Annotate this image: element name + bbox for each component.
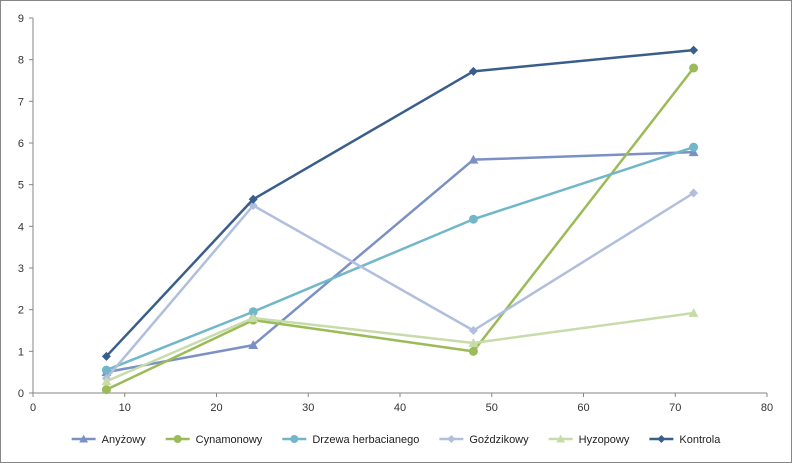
x-tick-label: 10: [119, 402, 131, 414]
y-tick-label: 9: [18, 13, 24, 25]
legend-item-1: Anyżowy: [71, 434, 147, 446]
data-point: [468, 338, 479, 347]
series-6: [101, 45, 699, 361]
series-line: [105, 191, 695, 380]
legend-label: Hyzopowy: [579, 434, 630, 446]
data-point: [468, 214, 478, 224]
y-tick-label: 7: [18, 96, 24, 108]
legend-label: Cynamonowy: [196, 434, 263, 446]
legend-label: Drzewa herbacianego: [312, 434, 419, 446]
axes: 0 1 2 3 4 5 6 7 8 9 0 10 20 30 40 50 60 70 80: [18, 13, 773, 414]
data-point: [689, 63, 699, 73]
legend-item-3: Drzewa herbacianego: [282, 434, 419, 446]
data-point: [101, 385, 111, 395]
x-tick-label: 60: [577, 402, 589, 414]
x-tick-label: 20: [210, 402, 222, 414]
data-point: [79, 434, 89, 443]
data-point: [248, 194, 258, 204]
data-point: [688, 147, 699, 157]
legend-item-6: Kontrola: [649, 434, 721, 446]
x-tick-label: 70: [669, 402, 681, 414]
series-3: [101, 142, 699, 375]
data-point: [101, 376, 112, 386]
data-point: [173, 435, 182, 443]
data-point: [688, 308, 699, 317]
y-tick-label: 4: [18, 221, 24, 233]
series-layer: [101, 45, 699, 395]
legend: Anyżowy Cynamonowy Drzewa herbacianego Goźd…: [71, 434, 721, 446]
data-point: [447, 435, 456, 443]
data-point: [689, 45, 699, 55]
series-line: [105, 48, 695, 358]
legend-item-5: Hyzopowy: [548, 434, 630, 446]
data-point: [657, 435, 666, 443]
series-4: [101, 188, 699, 383]
y-tick-label: 0: [18, 388, 24, 400]
data-point: [468, 66, 478, 76]
y-tick-label: 1: [18, 346, 24, 358]
y-tick-label: 3: [18, 263, 24, 275]
data-point: [468, 154, 479, 164]
y-tick-label: 6: [18, 138, 24, 150]
y-tick-label: 5: [18, 180, 24, 192]
x-tick-label: 30: [302, 402, 314, 414]
data-point: [468, 346, 478, 356]
series-line: [105, 150, 695, 374]
legend-label: Goździkowy: [469, 434, 529, 446]
data-point: [248, 307, 258, 317]
x-tick-label: 0: [30, 402, 36, 414]
data-point: [689, 142, 699, 152]
legend-label: Anyżowy: [102, 434, 147, 446]
legend-item-4: Goździkowy: [439, 434, 529, 446]
series-line: [105, 66, 695, 391]
series-5: [101, 308, 699, 386]
data-point: [248, 340, 259, 350]
y-tick-label: 2: [18, 305, 24, 317]
data-point: [290, 435, 299, 443]
x-tick-label: 40: [394, 402, 406, 414]
data-point: [689, 188, 699, 198]
y-tick-label: 8: [18, 55, 24, 67]
data-point: [101, 365, 111, 375]
x-tick-label: 50: [486, 402, 498, 414]
legend-label: Kontrola: [679, 434, 721, 446]
x-tick-label: 80: [761, 402, 773, 414]
series-line: [105, 145, 695, 372]
legend-item-2: Cynamonowy: [165, 434, 263, 446]
data-point: [556, 434, 566, 443]
data-point: [248, 313, 259, 322]
data-point: [468, 326, 478, 335]
series-line: [105, 311, 695, 383]
data-point: [101, 351, 111, 361]
